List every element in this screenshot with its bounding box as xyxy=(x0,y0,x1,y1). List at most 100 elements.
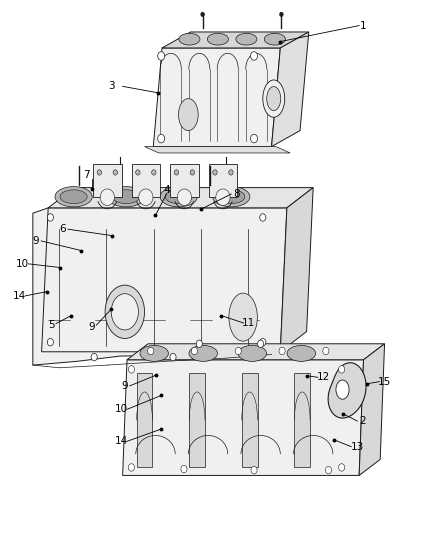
Circle shape xyxy=(196,340,202,348)
Circle shape xyxy=(235,348,241,355)
Text: 15: 15 xyxy=(378,377,391,386)
Polygon shape xyxy=(170,164,199,197)
Circle shape xyxy=(152,169,156,175)
Ellipse shape xyxy=(165,190,192,204)
Circle shape xyxy=(113,169,117,175)
Ellipse shape xyxy=(105,285,145,338)
Circle shape xyxy=(260,338,266,346)
Ellipse shape xyxy=(139,189,153,205)
Polygon shape xyxy=(33,208,287,365)
Circle shape xyxy=(128,366,134,373)
Polygon shape xyxy=(127,344,385,360)
Ellipse shape xyxy=(140,345,168,361)
Ellipse shape xyxy=(60,190,87,204)
Circle shape xyxy=(47,214,53,221)
Ellipse shape xyxy=(160,187,197,207)
Polygon shape xyxy=(209,164,237,197)
Polygon shape xyxy=(359,344,385,475)
Circle shape xyxy=(251,466,257,474)
Ellipse shape xyxy=(336,380,349,399)
Ellipse shape xyxy=(218,190,245,204)
Text: 12: 12 xyxy=(317,373,330,382)
Text: 11: 11 xyxy=(242,318,255,328)
Text: 8: 8 xyxy=(233,189,240,199)
Circle shape xyxy=(279,348,285,355)
Ellipse shape xyxy=(177,189,191,205)
Polygon shape xyxy=(145,147,290,153)
Ellipse shape xyxy=(213,187,250,207)
Text: 7: 7 xyxy=(83,170,90,180)
Circle shape xyxy=(339,366,345,373)
Circle shape xyxy=(97,169,102,175)
Ellipse shape xyxy=(287,345,315,361)
Circle shape xyxy=(128,464,134,471)
Circle shape xyxy=(47,338,53,346)
Polygon shape xyxy=(272,32,309,147)
Text: 6: 6 xyxy=(59,224,66,234)
Ellipse shape xyxy=(189,345,217,361)
Circle shape xyxy=(158,52,165,60)
Circle shape xyxy=(158,134,165,143)
Text: 5: 5 xyxy=(48,320,55,330)
Text: 10: 10 xyxy=(16,259,29,269)
Text: 2: 2 xyxy=(359,416,366,426)
Polygon shape xyxy=(48,188,313,208)
Text: 9: 9 xyxy=(121,381,128,391)
Text: 9: 9 xyxy=(32,236,39,246)
Polygon shape xyxy=(294,373,310,467)
Circle shape xyxy=(251,52,258,60)
Text: 9: 9 xyxy=(88,322,95,332)
Circle shape xyxy=(148,348,154,355)
Circle shape xyxy=(174,169,179,175)
Circle shape xyxy=(251,134,258,143)
Circle shape xyxy=(260,214,266,221)
Text: 14: 14 xyxy=(13,291,26,301)
Ellipse shape xyxy=(229,293,258,341)
Circle shape xyxy=(229,169,233,175)
Circle shape xyxy=(323,348,329,355)
Circle shape xyxy=(213,169,217,175)
Text: 13: 13 xyxy=(350,442,364,451)
Circle shape xyxy=(201,12,204,17)
Polygon shape xyxy=(131,164,160,197)
Ellipse shape xyxy=(55,187,92,207)
Circle shape xyxy=(170,353,176,361)
Circle shape xyxy=(339,464,345,471)
Ellipse shape xyxy=(236,33,257,45)
Ellipse shape xyxy=(179,99,198,131)
Text: 1: 1 xyxy=(360,21,367,30)
Ellipse shape xyxy=(264,33,285,45)
Circle shape xyxy=(191,348,198,355)
Circle shape xyxy=(136,169,140,175)
Text: 14: 14 xyxy=(115,437,128,446)
Polygon shape xyxy=(137,373,152,467)
Ellipse shape xyxy=(238,345,266,361)
Text: 4: 4 xyxy=(163,185,170,195)
Circle shape xyxy=(91,353,97,361)
Polygon shape xyxy=(242,373,258,467)
Polygon shape xyxy=(42,208,287,352)
Circle shape xyxy=(258,340,264,348)
Ellipse shape xyxy=(179,33,200,45)
Circle shape xyxy=(325,466,332,474)
Ellipse shape xyxy=(267,86,281,111)
Circle shape xyxy=(181,465,187,473)
Polygon shape xyxy=(162,32,309,48)
Ellipse shape xyxy=(108,187,145,207)
Text: 10: 10 xyxy=(115,405,128,414)
Ellipse shape xyxy=(100,189,114,205)
Ellipse shape xyxy=(111,294,138,330)
Polygon shape xyxy=(328,363,366,418)
Polygon shape xyxy=(153,48,280,147)
Polygon shape xyxy=(189,373,205,467)
Circle shape xyxy=(279,12,283,17)
Ellipse shape xyxy=(216,189,230,205)
Ellipse shape xyxy=(263,80,285,117)
Polygon shape xyxy=(123,360,364,475)
Ellipse shape xyxy=(208,33,229,45)
Polygon shape xyxy=(93,164,121,197)
Polygon shape xyxy=(280,188,313,352)
Text: 3: 3 xyxy=(108,82,115,91)
Ellipse shape xyxy=(113,190,140,204)
Circle shape xyxy=(190,169,194,175)
